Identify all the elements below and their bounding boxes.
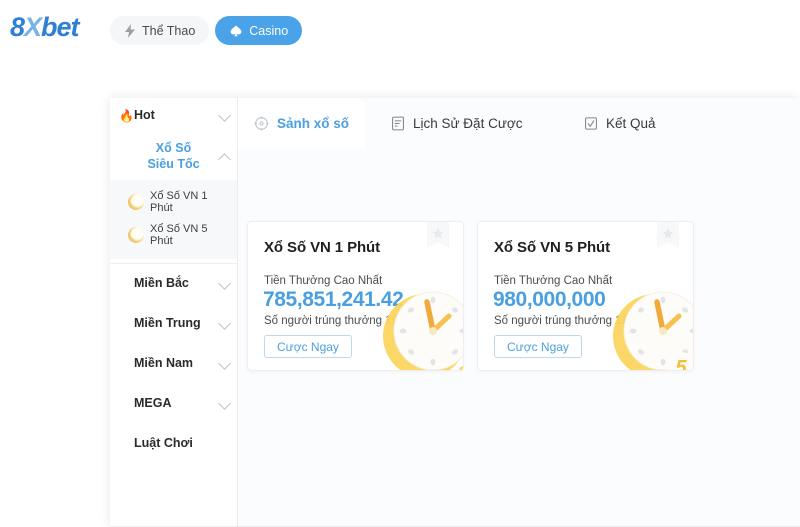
chevron-down-icon [218,357,231,371]
card-title: Xổ Số VN 1 Phút [264,239,381,256]
chevron-down-icon [218,317,231,331]
sidebar-group-hot: 🔥 Hot Xổ Số Siêu Tốc Xổ Số VN 1 Phút [110,98,237,260]
tab-ket-qua[interactable]: Kết Quả [568,98,672,149]
nav-item-label: Casino [249,23,289,38]
nav-item-the-thao[interactable]: Thể Thao [110,16,210,45]
sidebar-item-mien-nam[interactable]: Miền Nam [110,344,237,384]
logo-part-2: X [24,12,42,42]
sidebar-item-label: Miền Bắc [134,276,189,291]
tab-sanh-xo-so[interactable]: Sảnh xổ số [238,98,366,149]
nav-item-label: Thể Thao [142,23,196,38]
card-badge-number: 5 [675,357,687,371]
card-amount: 980,000,000 [493,288,606,311]
bookmark-star-icon[interactable] [427,222,449,252]
sidebar-item-hot[interactable]: 🔥 Hot [110,98,237,134]
card-subtitle: Tiền Thưởng Cao Nhất [494,275,613,287]
clock-illustration: 5 [605,286,693,371]
bet-now-label: Cược Ngay [277,339,339,354]
tab-label: Kết Quả [606,116,656,131]
logo-part-1: 8 [10,12,25,42]
tab-label: Sảnh xổ số [277,116,350,131]
sidebar-subitem-vn-1-phut[interactable]: Xổ Số VN 1 Phút [110,186,237,219]
card-amount: 785,851,241.42 [263,288,404,311]
tab-lich-su-dat-cuoc[interactable]: Lịch Sử Đặt Cược [375,98,538,149]
list-icon [391,116,405,131]
sidebar-subitem-vn-5-phut[interactable]: Xổ Số VN 5 Phút [110,219,237,252]
primary-nav: Thể Thao Casino [110,16,303,45]
clock-icon [128,226,144,243]
card-title: Xổ Số VN 5 Phút [494,239,611,256]
bet-now-button[interactable]: Cược Ngay [264,335,352,358]
site-header: 8Xbet Thể Thao Casino [0,0,800,60]
lottery-card[interactable]: Xổ Số VN 1 Phút Tiền Thưởng Cao Nhất 785… [247,221,464,371]
sidebar-item-mega[interactable]: MEGA [110,384,237,424]
brand-logo[interactable]: 8Xbet [10,12,80,42]
lightning-icon [124,23,136,38]
sidebar-item-label: Miền Trung [134,316,201,331]
sidebar-item-mien-bac[interactable]: Miền Bắc [110,264,237,304]
card-winners: Số người trúng thưởng 1260 [494,315,641,327]
sidebar-item-luat-choi[interactable]: Luật Chơi [110,424,237,464]
sidebar-item-label: Hot [134,108,155,123]
tab-label: Lịch Sử Đặt Cược [413,116,523,131]
sidebar-divider [110,263,237,265]
target-icon [254,116,269,131]
clock-icon [128,194,144,211]
chevron-up-icon [218,153,231,166]
main-panel: 🔥 Hot Xổ Số Siêu Tốc Xổ Số VN 1 Phút [110,98,800,527]
sidebar-item-mien-trung[interactable]: Miền Trung [110,304,237,344]
sidebar-item-label: Luật Chơi [134,436,193,451]
logo-part-3: bet [41,12,79,42]
sidebar-subitem-label: Xổ Số VN 1 Phút [150,190,208,215]
chevron-down-icon [218,397,231,411]
bet-now-label: Cược Ngay [507,339,569,354]
tab-bar: Sảnh xổ số Lịch Sử Đặt Cược [238,98,800,150]
content-area: Sảnh xổ số Lịch Sử Đặt Cược [238,98,800,527]
lottery-card[interactable]: Xổ Số VN 5 Phút Tiền Thưởng Cao Nhất 980… [477,221,694,371]
bookmark-star-icon[interactable] [657,222,679,252]
chevron-down-icon [218,109,231,122]
sidebar-item-xo-so-sieu-toc[interactable]: Xổ Số Siêu Tốc [110,134,237,180]
card-subtitle: Tiền Thưởng Cao Nhất [264,275,383,287]
lottery-card-grid: Xổ Số VN 1 Phút Tiền Thưởng Cao Nhất 785… [238,149,800,527]
sidebar-item-label: MEGA [134,396,172,411]
nav-item-casino[interactable]: Casino [215,16,303,45]
checkbox-icon [584,116,598,131]
sidebar-sublist: Xổ Số VN 1 Phút Xổ Số VN 5 Phút [110,180,237,260]
card-winners: Số người trúng thưởng 1590 [264,315,411,327]
sidebar-item-label: Miền Nam [134,356,194,371]
lottery-sidebar: 🔥 Hot Xổ Số Siêu Tốc Xổ Số VN 1 Phút [110,98,238,527]
sidebar-item-label: Xổ Số Siêu Tốc [147,141,200,171]
bet-now-button[interactable]: Cược Ngay [494,335,582,358]
spade-icon [229,24,243,38]
sidebar-subitem-label: Xổ Số VN 5 Phút [150,222,208,247]
flame-icon: 🔥 [119,109,134,123]
chevron-down-icon [218,277,231,291]
